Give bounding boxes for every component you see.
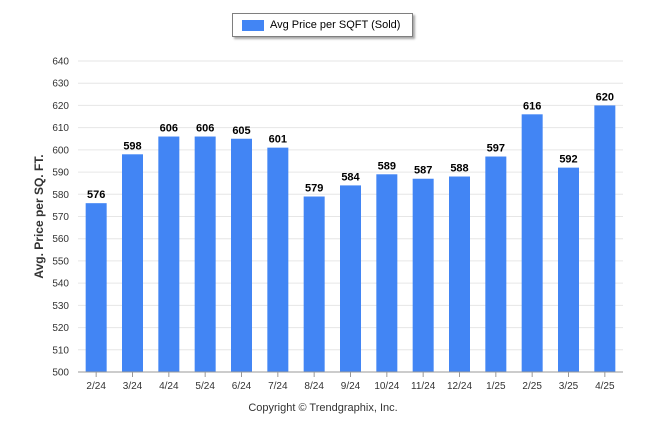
y-tick-label: 550	[52, 256, 69, 267]
data-label: 588	[450, 163, 468, 175]
copyright-text: Copyright © Trendgraphix, Inc.	[248, 402, 398, 414]
y-axis-title: Avg. Price per SQ. FT.	[32, 154, 46, 278]
bar	[376, 174, 398, 372]
y-tick-label: 540	[52, 279, 69, 290]
bar	[267, 147, 289, 372]
y-tick-label: 590	[52, 168, 69, 179]
x-tick-label: 2/24	[86, 381, 106, 392]
data-label: 592	[559, 154, 577, 166]
x-tick-label: 5/24	[195, 381, 215, 392]
x-tick-label: 8/24	[304, 381, 324, 392]
y-tick-label: 510	[52, 345, 69, 356]
data-label: 584	[341, 171, 360, 183]
x-tick-label: 9/24	[341, 381, 361, 392]
data-label: 606	[160, 123, 178, 135]
legend-label: Avg Price per SQFT (Sold)	[270, 19, 401, 31]
bars-layer	[85, 105, 616, 373]
bar	[122, 154, 143, 372]
y-tick-label: 610	[52, 123, 69, 134]
bar	[449, 176, 470, 372]
axis-layer: 500 510 520 530 540 550 560 570 580 590 600 610 620 6…	[32, 57, 623, 392]
x-tick-label: 6/24	[232, 381, 252, 392]
x-tick-label: 10/24	[374, 381, 399, 392]
y-tick-label: 570	[52, 212, 69, 223]
x-tick-label: 7/24	[268, 381, 288, 392]
x-tick-label: 2/25	[522, 381, 542, 392]
y-tick-label: 580	[52, 190, 69, 201]
data-label: 616	[523, 100, 541, 112]
data-label: 620	[596, 91, 614, 103]
y-tick-label: 640	[52, 57, 69, 68]
data-label: 576	[87, 189, 105, 201]
y-tick-label: 630	[52, 79, 69, 90]
x-tick-label: 3/25	[559, 381, 579, 392]
data-label: 605	[232, 125, 250, 137]
data-labels-layer: 576 598 606 606 605 601 579 584 589 587 588 597 616 5…	[87, 91, 614, 201]
y-tick-label: 560	[52, 234, 69, 245]
data-label: 601	[269, 134, 287, 146]
y-tick-label: 620	[52, 101, 69, 112]
bar	[521, 114, 543, 373]
bar	[231, 138, 252, 372]
bar	[594, 105, 616, 372]
bar	[303, 196, 325, 372]
legend-swatch	[242, 19, 264, 31]
bar	[412, 178, 434, 372]
bar	[485, 156, 507, 372]
y-tick-label: 600	[52, 145, 69, 156]
y-tick-label: 520	[52, 323, 69, 334]
x-tick-label: 4/24	[159, 381, 179, 392]
x-tick-label: 4/25	[595, 381, 615, 392]
bar	[558, 167, 579, 372]
bar	[85, 203, 107, 372]
x-tick-label: 3/24	[123, 381, 143, 392]
data-label: 589	[378, 160, 396, 172]
y-tick-label: 530	[52, 301, 69, 312]
bar	[340, 185, 361, 372]
x-tick-label: 12/24	[447, 381, 472, 392]
x-tick-label: 1/25	[486, 381, 506, 392]
data-label: 579	[305, 183, 323, 195]
data-label: 606	[196, 123, 214, 135]
x-tick-label: 11/24	[411, 381, 436, 392]
y-tick-label: 500	[52, 368, 69, 379]
data-label: 597	[487, 143, 505, 155]
data-label: 587	[414, 165, 432, 177]
legend: Avg Price per SQFT (Sold)	[232, 13, 413, 37]
bar	[158, 136, 180, 372]
bar	[194, 136, 216, 372]
data-label: 598	[123, 140, 141, 152]
